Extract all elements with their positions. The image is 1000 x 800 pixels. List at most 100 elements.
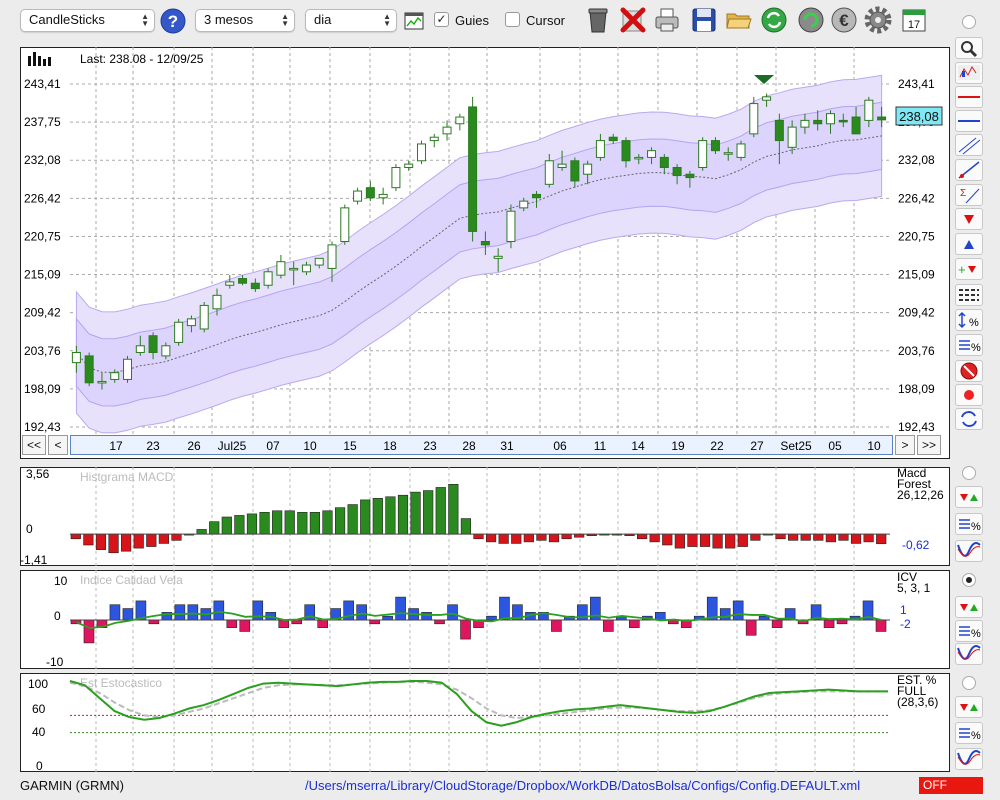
chart-window-icon[interactable]: [404, 12, 424, 30]
buy-sell-arrows-icon: [960, 604, 978, 611]
histogram-bar: [750, 533, 761, 541]
lines-percent-button[interactable]: %: [955, 620, 983, 642]
chart-type-select[interactable]: CandleSticks ▲ ▼: [20, 9, 155, 32]
lines-percent-button[interactable]: %: [955, 722, 983, 744]
date-tick-label: 11: [594, 439, 607, 453]
histogram-bar: [385, 496, 396, 535]
buy-sell-arrows-button[interactable]: [955, 696, 983, 718]
stop-button[interactable]: [955, 360, 983, 382]
histogram-bar: [823, 619, 835, 628]
stoch-legend-line: FULL: [897, 684, 927, 698]
stoch-y-label: 0: [36, 759, 43, 772]
histogram-bar: [499, 596, 510, 621]
main-panel-radio[interactable]: [962, 15, 976, 29]
buy-sell-arrows-button[interactable]: [955, 596, 983, 618]
histogram-bar: [758, 615, 770, 621]
arrow-up-button[interactable]: [955, 233, 983, 255]
candle: [544, 160, 554, 185]
lines-percent-icon: %: [959, 626, 981, 640]
oscillator-curve-icon: [957, 750, 981, 765]
guides-label: Guies: [455, 13, 489, 28]
add-remove-signals-button[interactable]: +: [955, 258, 983, 280]
next-page-button[interactable]: >: [895, 435, 915, 455]
histogram-bar: [745, 619, 757, 636]
trash-icon[interactable]: [584, 6, 612, 34]
last-page-button[interactable]: >>: [917, 435, 941, 455]
oscillator-curve-button[interactable]: [955, 748, 983, 770]
print-icon[interactable]: [653, 6, 681, 34]
calendar-icon[interactable]: 17: [900, 6, 928, 34]
candles-overlay-button[interactable]: [955, 62, 983, 84]
buy-sell-arrows-button[interactable]: [955, 486, 983, 508]
histogram-bar: [234, 515, 245, 535]
horizontal-line-blue-button[interactable]: [955, 110, 983, 132]
mode-status-badge[interactable]: OFF: [919, 777, 983, 794]
histogram-bar: [213, 600, 225, 621]
histogram-bar: [278, 619, 290, 628]
prev-page-button[interactable]: <: [48, 435, 68, 455]
date-tick-label: 31: [500, 439, 514, 453]
macd-value: -0,62: [902, 538, 930, 552]
candle: [864, 99, 874, 121]
y-tick-label-left: 203,76: [24, 344, 61, 358]
date-axis-bar[interactable]: [70, 435, 893, 455]
config-path-link[interactable]: /Users/mserra/Library/CloudStorage/Dropb…: [305, 778, 861, 793]
record-icon: [964, 390, 974, 400]
histogram-bar: [272, 510, 283, 535]
refresh-icon[interactable]: [760, 6, 788, 34]
stoch-y-label: 40: [32, 725, 46, 739]
help-icon[interactable]: ?: [160, 8, 186, 34]
bars-menu-icon[interactable]: [28, 52, 51, 66]
histogram-bar: [498, 533, 509, 544]
horizontal-line-red-button[interactable]: [955, 86, 983, 108]
icv-y-label: 0: [54, 609, 61, 623]
recycle-icon[interactable]: [797, 6, 825, 34]
candle: [493, 255, 503, 259]
candle: [685, 173, 695, 179]
date-tick-label: 05: [828, 439, 842, 453]
lines-percent-button[interactable]: %: [955, 513, 983, 535]
candle: [148, 335, 158, 354]
date-tick-label: Jul25: [218, 439, 247, 453]
list-view-button[interactable]: [955, 284, 983, 306]
channel-tool-button[interactable]: [955, 134, 983, 156]
delete-icon[interactable]: [619, 6, 647, 34]
guides-checkbox[interactable]: ✓: [434, 12, 449, 27]
histogram-bar: [158, 533, 169, 544]
arrow-down-button[interactable]: [955, 208, 983, 230]
stoch-panel-radio[interactable]: [962, 676, 976, 690]
icv-panel-radio[interactable]: [962, 573, 976, 587]
open-folder-icon[interactable]: [725, 6, 753, 34]
macd-y-label: -1,41: [20, 553, 48, 566]
candle: [723, 152, 733, 155]
zoom-button[interactable]: [955, 37, 983, 59]
svg-text:%: %: [971, 628, 981, 640]
gear-icon[interactable]: [864, 6, 892, 34]
histogram-bar: [284, 510, 295, 535]
y-tick-label-left: 232,08: [24, 153, 61, 167]
euro-icon[interactable]: €: [830, 6, 858, 34]
oscillator-curve-button[interactable]: [955, 643, 983, 665]
stoch-y-label: 60: [32, 702, 46, 716]
interval-select[interactable]: dia ▲ ▼: [305, 9, 397, 32]
lines-percent-button[interactable]: %: [955, 334, 983, 356]
fibonacci-button[interactable]: Σ: [955, 184, 983, 206]
period-select[interactable]: 3 mesos ▲ ▼: [195, 9, 295, 32]
first-page-button[interactable]: <<: [22, 435, 46, 455]
record-button[interactable]: [955, 384, 983, 406]
histogram-bar: [448, 484, 459, 535]
histogram-bar: [148, 619, 160, 625]
save-icon[interactable]: [690, 6, 718, 34]
y-tick-label-left: 215,09: [24, 268, 61, 282]
scale-percent-button[interactable]: %: [955, 309, 983, 331]
oscillator-curve-button[interactable]: [955, 540, 983, 562]
stoch-panel: [20, 673, 950, 772]
sync-button[interactable]: [955, 408, 983, 430]
histogram-bar: [485, 533, 497, 543]
cursor-checkbox[interactable]: [505, 12, 520, 27]
candle: [749, 103, 759, 135]
macd-panel-radio[interactable]: [962, 466, 976, 480]
trend-line-button[interactable]: [955, 159, 983, 181]
histogram-bar: [725, 533, 736, 549]
svg-text:+: +: [958, 262, 966, 277]
